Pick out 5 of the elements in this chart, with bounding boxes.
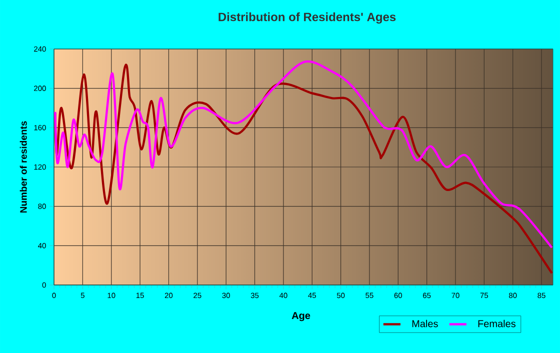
- legend-label: Males: [412, 320, 438, 328]
- y-axis-title: Number of residents: [20, 121, 27, 213]
- x-axis-title: Age: [292, 312, 310, 322]
- legend-label: Females: [478, 320, 516, 328]
- chart-title: Distribution of Residents' Ages: [218, 12, 396, 24]
